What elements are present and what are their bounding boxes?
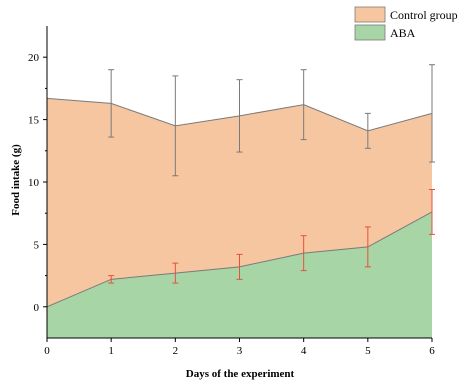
y-tick-label-15: 15 bbox=[28, 115, 40, 127]
error-bars bbox=[108, 64, 435, 284]
x-tick-label-2: 2 bbox=[173, 345, 179, 357]
x-tick-label-0: 0 bbox=[44, 345, 50, 357]
y-tick-label-20: 20 bbox=[28, 52, 40, 64]
x-tick-label-3: 3 bbox=[237, 345, 243, 357]
errorbar-control-day-1 bbox=[108, 69, 115, 138]
legend-item-control-group: Control group bbox=[354, 6, 458, 23]
x-tick-label-6: 6 bbox=[429, 345, 435, 357]
y-axis-title: Food intake (g) bbox=[10, 144, 22, 216]
errorbar-aba-day-2 bbox=[172, 262, 179, 284]
errorbar-aba-day-5 bbox=[364, 226, 371, 268]
x-axis-title: Days of the experiment bbox=[186, 368, 295, 380]
legend: Control group ABA bbox=[354, 6, 458, 41]
legend-swatch bbox=[354, 24, 386, 41]
errorbar-aba-day-4 bbox=[300, 235, 307, 272]
x-tick-label-1: 1 bbox=[108, 345, 114, 357]
errorbar-control-day-3 bbox=[236, 79, 243, 153]
legend-label: Control group bbox=[390, 8, 458, 22]
legend-label: ABA bbox=[390, 26, 416, 40]
x-tick-label-5: 5 bbox=[365, 345, 371, 357]
errorbar-aba-day-3 bbox=[236, 253, 243, 280]
errorbar-control-day-5 bbox=[364, 112, 371, 149]
x-axis-ticks: 0 1 2 3 4 5 6 bbox=[44, 338, 435, 357]
y-tick-label-0: 0 bbox=[34, 302, 40, 314]
y-tick-label-5: 5 bbox=[34, 239, 40, 251]
y-tick-label-10: 10 bbox=[28, 177, 40, 189]
errorbar-control-day-2 bbox=[172, 75, 179, 177]
errorbar-aba-day-1 bbox=[108, 275, 115, 284]
legend-swatch bbox=[354, 6, 386, 23]
legend-item-aba: ABA bbox=[354, 24, 416, 41]
x-tick-label-4: 4 bbox=[301, 345, 307, 357]
errorbar-control-day-4 bbox=[300, 69, 307, 141]
errorbar-aba-day-6 bbox=[429, 188, 435, 235]
y-axis-ticks: 0 5 10 15 20 bbox=[28, 52, 47, 314]
errorbar-control-day-6 bbox=[429, 64, 435, 163]
